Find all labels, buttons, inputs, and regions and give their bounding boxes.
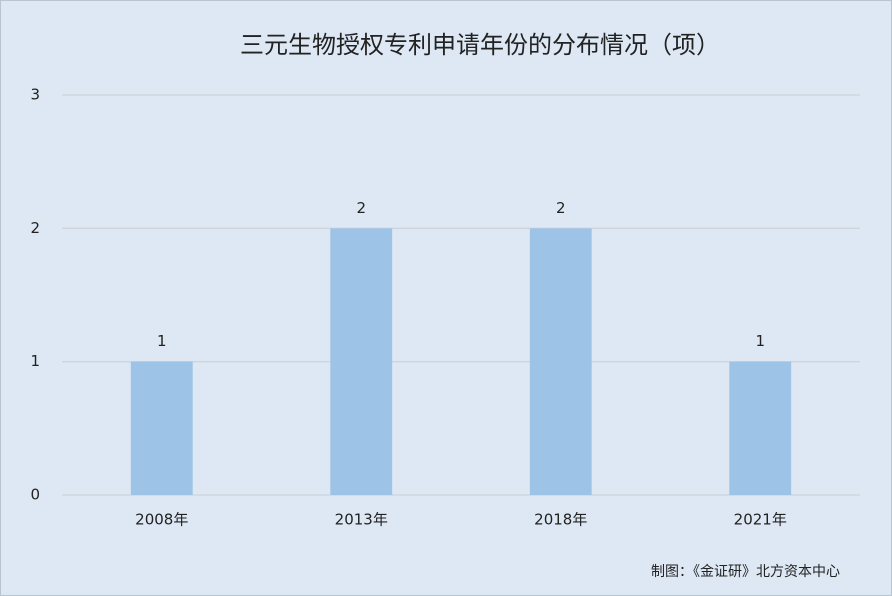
source-note: 制图：《金证研》北方资本中心	[651, 564, 840, 580]
y-tick-label: 0	[30, 486, 40, 504]
data-label: 2	[556, 199, 566, 217]
x-tick-label: 2021年	[734, 511, 787, 529]
data-label: 2	[356, 199, 366, 217]
x-tick-label: 2018年	[534, 511, 587, 529]
bar	[529, 228, 592, 496]
x-tick-label: 2013年	[335, 511, 388, 529]
y-tick-label: 1	[30, 352, 40, 370]
bar	[330, 228, 393, 496]
y-tick-label: 2	[30, 219, 40, 237]
y-tick-label: 3	[30, 86, 40, 104]
data-label: 1	[157, 332, 167, 350]
data-label: 1	[755, 332, 765, 350]
bar	[729, 361, 792, 495]
chart-title: 三元生物授权专利申请年份的分布情况（项）	[240, 31, 720, 59]
x-tick-label: 2008年	[135, 511, 188, 529]
bar	[130, 361, 193, 495]
